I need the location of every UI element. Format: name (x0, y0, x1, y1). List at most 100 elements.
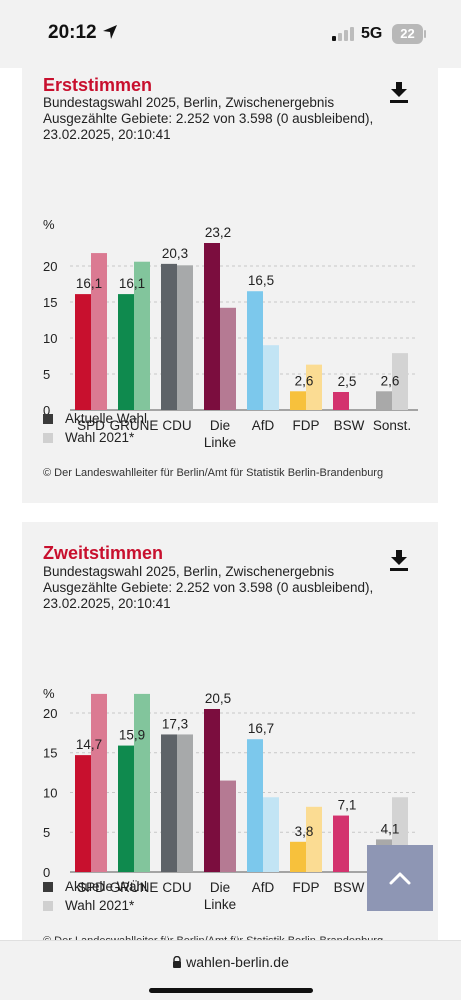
bar-current-FDP (290, 841, 306, 872)
battery-cap (424, 30, 426, 38)
data-label: 2,6 (295, 373, 314, 388)
x-tick-label: CDU (162, 880, 191, 895)
source-credit: © Der Landeswahlleiter für Berlin/Amt fü… (43, 467, 384, 479)
x-tick-label: Linke (204, 435, 236, 450)
x-tick-label: BSW (334, 418, 365, 433)
bar-current-Sonst. (376, 391, 392, 410)
bar-current-CDU (161, 734, 177, 872)
data-label: 17,3 (162, 716, 188, 731)
bar-previous-FDP (306, 364, 322, 410)
legend-label-current: Aktuelle Wahl (65, 879, 148, 894)
y-axis-unit: % (43, 217, 55, 232)
bar-current-BSW (333, 392, 349, 410)
network-type: 5G (361, 25, 383, 42)
bar-previous-SPD (91, 253, 107, 410)
bar-previous-GRÜNE (134, 261, 150, 410)
bar-previous-Die Linke (220, 307, 236, 410)
data-label: 2,6 (381, 373, 400, 388)
x-tick-label: AfD (252, 418, 275, 433)
x-tick-label: SPD (77, 880, 105, 895)
data-label: 16,1 (76, 276, 102, 291)
chart-subtitle-line1: Bundestagswahl 2025, Berlin, Zwischenerg… (43, 564, 335, 579)
chart-title: Erststimmen (43, 75, 153, 95)
y-tick-label: 10 (43, 331, 57, 346)
legend-label-previous: Wahl 2021* (65, 898, 135, 913)
data-label: 16,5 (248, 273, 274, 288)
browser-bar: wahlen-berlin.de (0, 940, 461, 1000)
page-content[interactable]: Erststimmen Bundestagswahl 2025, Berlin,… (0, 68, 461, 940)
status-time: 20:12 (48, 22, 97, 43)
x-tick-label: Die (210, 880, 230, 895)
data-label: 16,7 (248, 721, 274, 736)
bar-current-BSW (333, 815, 349, 872)
y-tick-label: 5 (43, 825, 50, 840)
home-indicator[interactable] (149, 988, 313, 993)
bar-previous-Die Linke (220, 780, 236, 872)
bar-current-SPD (75, 755, 91, 872)
bar-current-AfD (247, 739, 263, 872)
address-bar[interactable]: wahlen-berlin.de (0, 954, 461, 970)
chart-title: Zweitstimmen (43, 543, 164, 563)
legend-previous: Wahl 2021* (43, 430, 134, 445)
legend-swatch-current (43, 413, 53, 424)
bar-previous-CDU (177, 734, 193, 872)
scroll-to-top-button[interactable] (367, 845, 433, 911)
bar-previous-AfD (263, 345, 279, 410)
y-tick-label: 20 (43, 706, 57, 721)
x-tick-label: Die (210, 418, 230, 433)
bar-previous-AfD (263, 797, 279, 872)
y-tick-label: 15 (43, 746, 57, 761)
legend-label-current: Aktuelle Wahl (65, 411, 148, 426)
bar-current-GRÜNE (118, 294, 134, 410)
x-tick-label: FDP (293, 880, 320, 895)
y-tick-label: 15 (43, 295, 57, 310)
legend-swatch-current (43, 881, 53, 892)
x-tick-label: SPD (77, 418, 105, 433)
download-icon[interactable] (388, 548, 410, 572)
y-tick-label: 10 (43, 785, 57, 800)
data-label: 15,9 (119, 728, 145, 743)
bar-current-SPD (75, 294, 91, 410)
bar-current-Die Linke (204, 243, 220, 410)
url-text: wahlen-berlin.de (186, 954, 289, 970)
y-axis-unit: % (43, 686, 55, 701)
data-label: 20,3 (162, 246, 188, 261)
chart-subtitle-line1: Bundestagswahl 2025, Berlin, Zwischenerg… (43, 95, 335, 110)
signal-bars-icon (332, 27, 354, 41)
legend-swatch-previous (43, 432, 53, 443)
x-tick-label: FDP (293, 418, 320, 433)
x-tick-label: CDU (162, 418, 191, 433)
data-label: 4,1 (381, 821, 400, 836)
chart-subtitle-line3: 23.02.2025, 20:10:41 (43, 127, 171, 142)
chart-subtitle-line2: Ausgezählte Gebiete: 2.252 von 3.598 (0 … (43, 111, 374, 126)
lock-icon (173, 955, 182, 968)
source-credit: © Der Landeswahlleiter für Berlin/Amt fü… (43, 935, 383, 940)
x-tick-label: BSW (334, 880, 365, 895)
y-tick-label: 0 (43, 865, 50, 880)
bar-previous-SPD (91, 693, 107, 872)
y-tick-label: 5 (43, 367, 50, 382)
data-label: 3,8 (295, 824, 314, 839)
bar-chart-erststimmen: % 0 5 10 15 20 16,1 SPD 16,1 GRÜNE 20,3 CDU 23,2 Die L… (43, 217, 418, 450)
bar-previous-Sonst. (392, 353, 408, 410)
location-arrow-icon (103, 25, 117, 39)
bar-previous-CDU (177, 265, 193, 410)
chart-subtitle-line3: 23.02.2025, 20:10:41 (43, 596, 171, 611)
legend-previous: Wahl 2021* (43, 898, 134, 913)
bar-current-AfD (247, 291, 263, 410)
bar-previous-GRÜNE (134, 693, 150, 872)
legend-label-previous: Wahl 2021* (65, 430, 135, 445)
data-label: 14,7 (76, 737, 102, 752)
bar-current-Die Linke (204, 709, 220, 872)
bar-current-CDU (161, 263, 177, 410)
bar-current-FDP (290, 391, 306, 410)
y-tick-label: 20 (43, 259, 57, 274)
x-tick-label: AfD (252, 880, 275, 895)
legend-current: Aktuelle Wahl (43, 879, 147, 894)
download-icon[interactable] (388, 80, 410, 104)
chart-subtitle-line2: Ausgezählte Gebiete: 2.252 von 3.598 (0 … (43, 580, 374, 595)
y-tick-label: 0 (43, 403, 50, 418)
data-label: 7,1 (338, 798, 357, 813)
legend-swatch-previous (43, 900, 53, 911)
bar-current-GRÜNE (118, 745, 134, 872)
